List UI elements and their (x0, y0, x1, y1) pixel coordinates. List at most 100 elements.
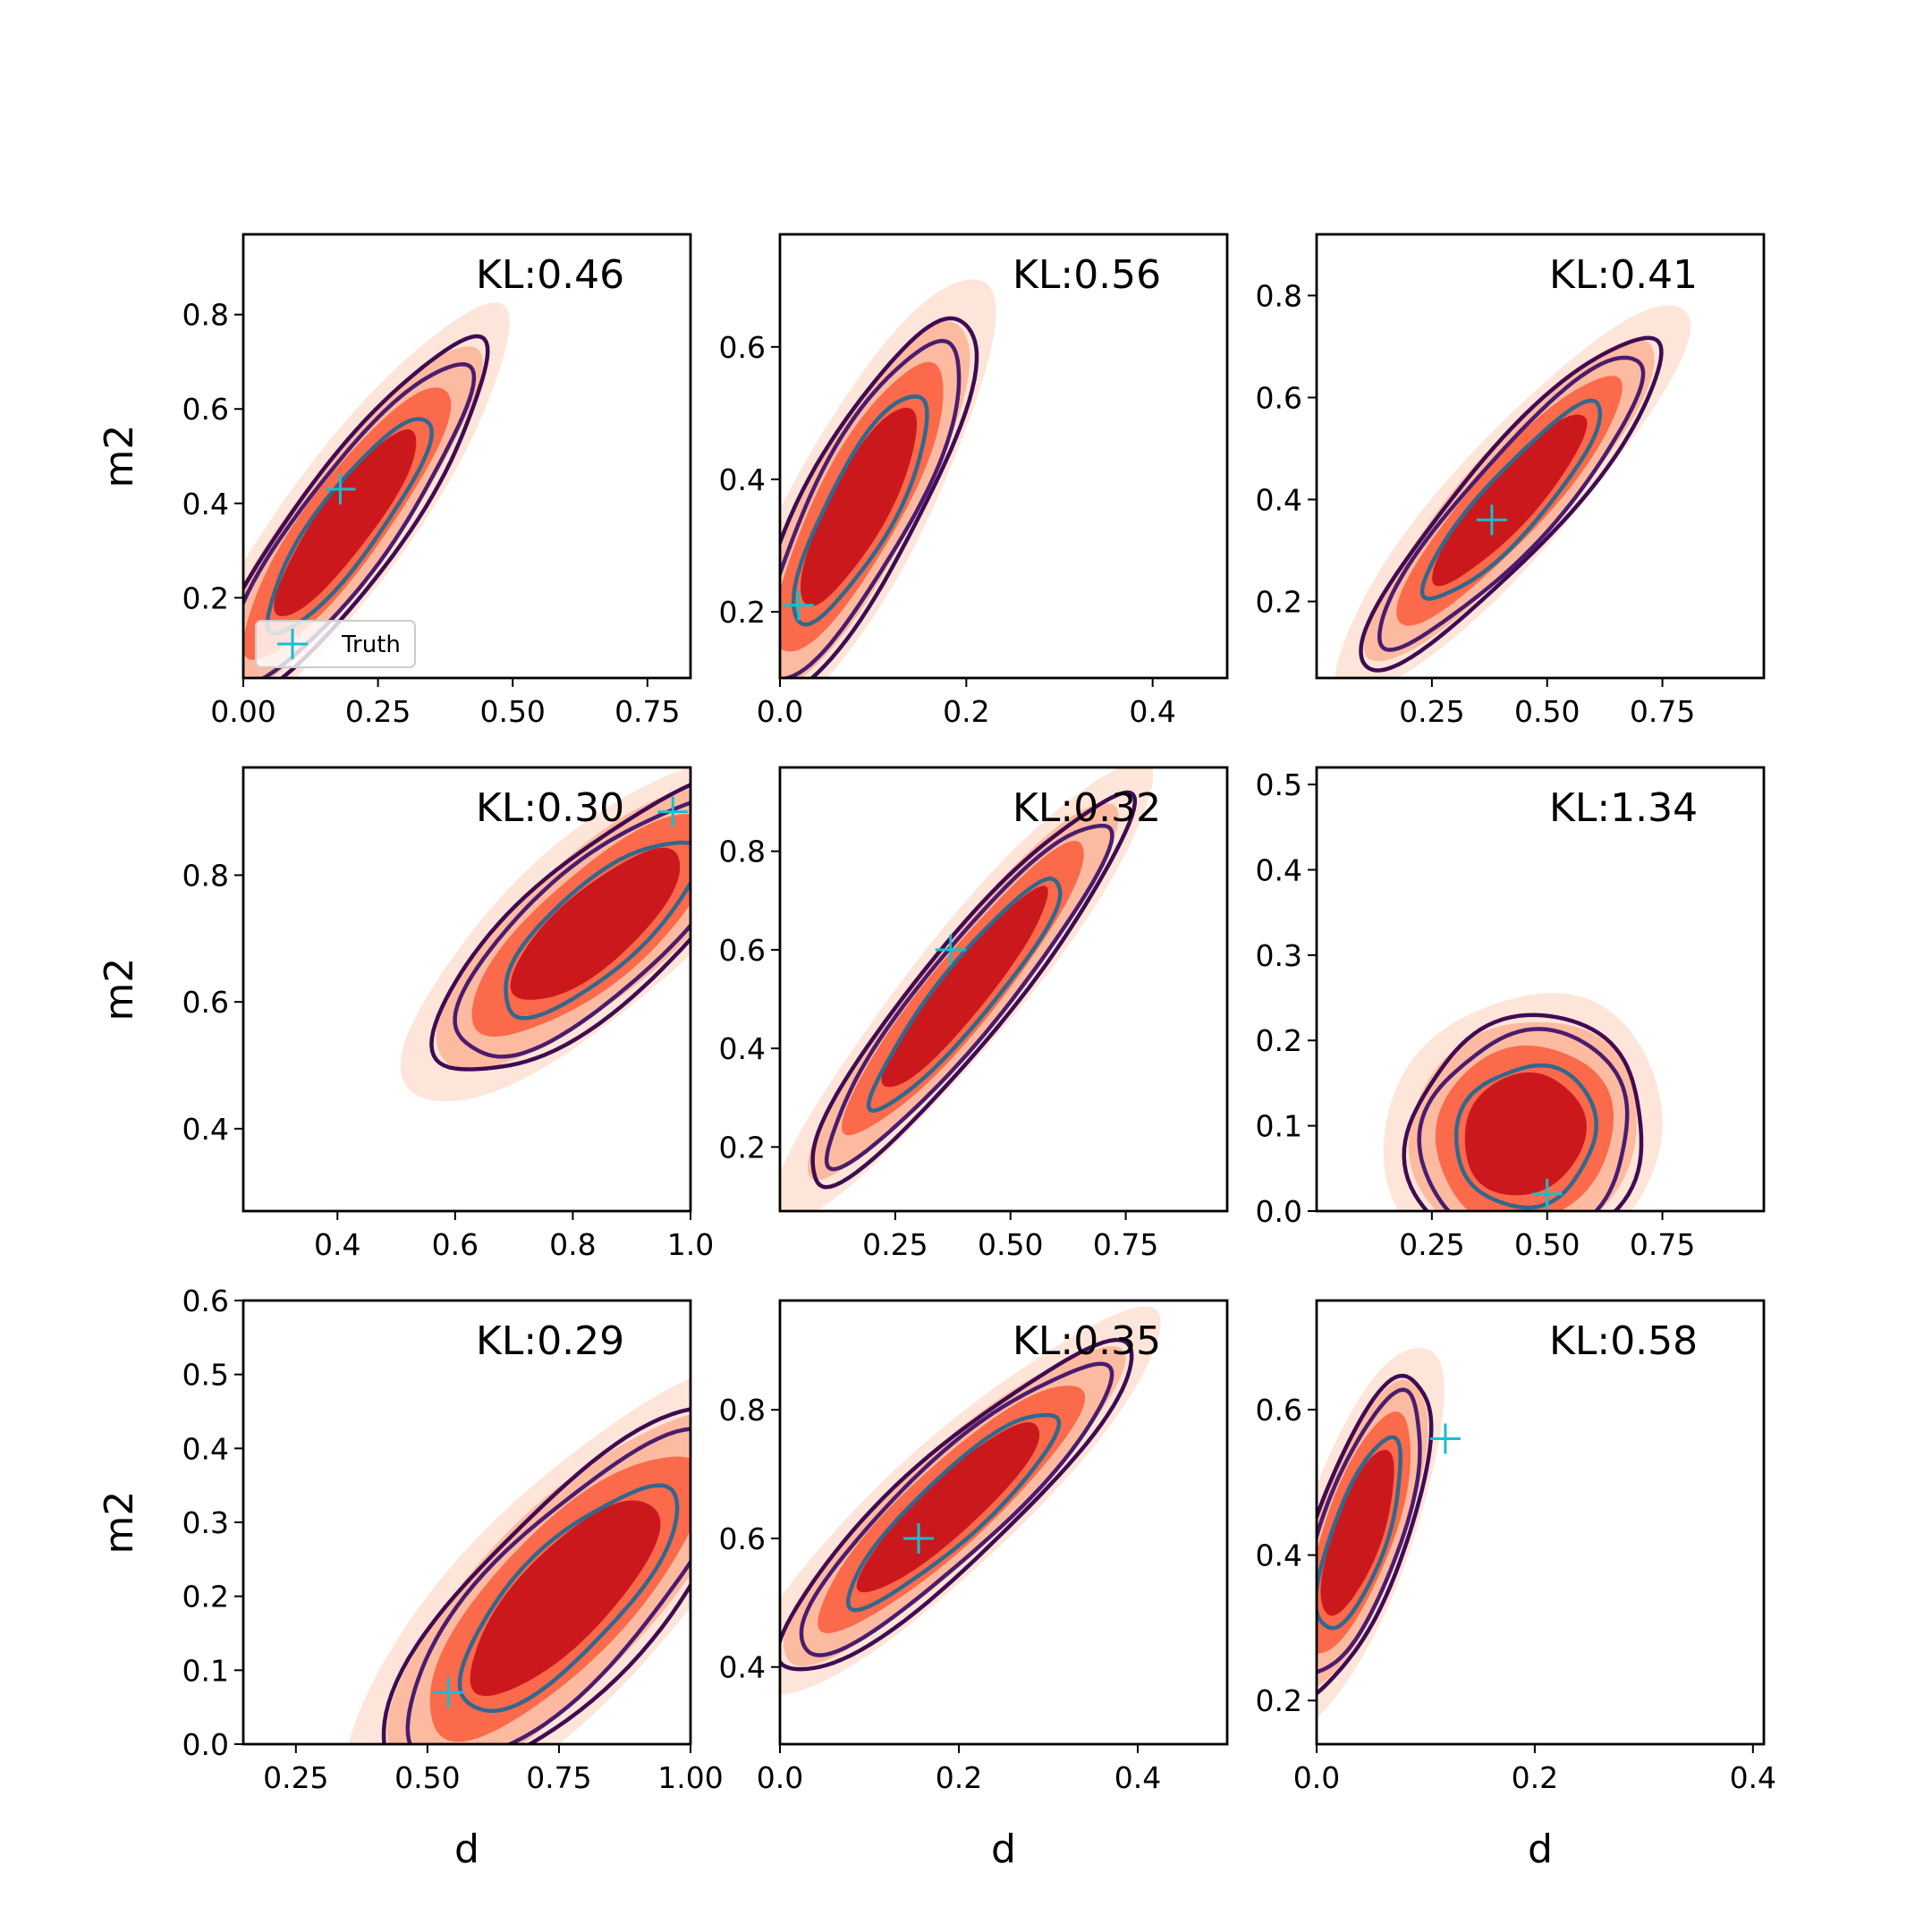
truth-marker (783, 589, 814, 621)
x-tick-label: 0.50 (1514, 694, 1580, 729)
y-tick-label: 0.4 (1256, 482, 1302, 517)
y-tick-label: 0.5 (1256, 767, 1302, 802)
contour-line-1 (1402, 1013, 1644, 1211)
y-tick-label: 0.6 (1256, 1393, 1302, 1428)
contour-line-1 (429, 782, 691, 1072)
x-tick-label: 0.75 (614, 694, 680, 729)
y-tick-label: 0.0 (1256, 1194, 1302, 1229)
x-tick-label: 0.25 (1399, 694, 1464, 729)
contour-line-3 (845, 1412, 1062, 1613)
x-tick-label: 0.00 (210, 694, 275, 729)
contour-line-2 (243, 362, 477, 678)
contour-line-1 (810, 790, 1138, 1190)
x-tick-label: 0.50 (1514, 1227, 1580, 1262)
axes-frame (778, 233, 1229, 680)
plot-area (243, 302, 510, 678)
contour-line-3 (265, 417, 434, 636)
contour-line-2 (1377, 355, 1646, 652)
plot-area (780, 767, 1154, 1211)
axes-frame (1315, 766, 1766, 1213)
kl-label: KL:0.56 (1013, 252, 1161, 298)
y-tick-label: 0.6 (182, 1284, 229, 1318)
legend-box (255, 620, 416, 668)
x-tick-label: 0.4 (314, 1227, 360, 1262)
y-tick-label: 0.2 (182, 1580, 229, 1614)
density-fill-level-4 (856, 1422, 1040, 1593)
plot-area (780, 1306, 1161, 1696)
density-fill-level-4 (510, 847, 681, 1000)
y-tick-label: 0.4 (719, 462, 766, 497)
y-tick-label: 0.6 (182, 985, 229, 1020)
x-tick-label: 0.25 (862, 1227, 928, 1262)
x-tick-label: 0.0 (1293, 1760, 1340, 1795)
y-tick-label: 0.4 (1256, 1538, 1302, 1573)
plot-area (1335, 305, 1691, 678)
x-tick-label: 0.8 (549, 1227, 596, 1262)
axes-frame (1315, 1299, 1766, 1746)
kl-label: KL:0.41 (1549, 252, 1698, 298)
panel-2: 0.0 0.2 0.4 0.2 0.4 0.6 KL:0.56 (719, 233, 1229, 729)
y-tick-label: 0.4 (182, 1431, 229, 1466)
x-tick-label: 1.00 (657, 1760, 723, 1795)
legend-label: Truth (341, 631, 401, 658)
y-tick-label: 0.8 (719, 1393, 766, 1428)
y-tick-label: 0.4 (719, 1031, 766, 1066)
x-tick-label: 0.50 (978, 1227, 1043, 1262)
contour-line-3 (791, 394, 929, 627)
y-axis-label: m2 (97, 1491, 142, 1555)
y-tick-label: 0.2 (1256, 1683, 1302, 1718)
x-tick-label: 0.0 (757, 1760, 803, 1795)
contour-line-2 (799, 1361, 1114, 1657)
density-fill-level-4 (881, 886, 1048, 1088)
plot-area (400, 767, 691, 1102)
truth-marker (1476, 504, 1507, 536)
x-tick-label: 0.2 (1512, 1760, 1558, 1795)
x-tick-label: 1.0 (667, 1227, 714, 1262)
x-tick-label: 0.50 (479, 694, 545, 729)
y-tick-label: 0.8 (1256, 278, 1302, 313)
y-tick-label: 0.6 (719, 933, 766, 968)
axes-frame (778, 1299, 1229, 1746)
contour-line-2 (824, 823, 1114, 1172)
y-tick-label: 0.4 (1256, 852, 1302, 887)
y-tick-label: 0.5 (182, 1358, 229, 1393)
plot-area (780, 279, 996, 678)
contour-line-2 (780, 338, 962, 678)
x-tick-label: 0.6 (432, 1227, 479, 1262)
kl-label: KL:0.32 (1013, 785, 1161, 831)
legend: Truth (255, 620, 416, 668)
x-axis-label: d (991, 1826, 1016, 1872)
y-tick-label: 0.8 (719, 835, 766, 869)
x-axis-label: d (1528, 1826, 1553, 1872)
y-tick-label: 0.1 (182, 1653, 229, 1688)
truth-marker (935, 934, 966, 965)
contour-line-1 (780, 1337, 1134, 1672)
x-tick-label: 0.2 (936, 1760, 982, 1795)
x-tick-label: 0.25 (1399, 1227, 1464, 1262)
contour-line-1 (243, 334, 490, 678)
truth-marker (657, 796, 689, 827)
panel-1: 0.00 0.25 0.50 0.75 0.2 0.4 0.6 0.8 KL:0.46 Truth (182, 233, 692, 729)
contour-line-1 (780, 316, 979, 678)
x-axis-label: d (454, 1826, 479, 1872)
y-tick-label: 0.6 (1256, 380, 1302, 415)
figure-labels: m2 m2 m2 d d d (97, 425, 1553, 1872)
axes-frame (1315, 233, 1766, 680)
legend-marker (277, 629, 308, 659)
plot-area (1317, 1348, 1445, 1718)
panel-7: 0.25 0.50 0.75 1.00 0.0 0.1 0.2 0.3 0.4 0.5 0.6 KL:… (182, 1284, 724, 1795)
axes-frame (778, 766, 1229, 1213)
contour-line-2 (1317, 1387, 1422, 1674)
y-tick-label: 0.1 (1256, 1109, 1302, 1144)
y-tick-label: 0.4 (182, 487, 229, 521)
x-tick-label: 0.4 (1129, 694, 1175, 729)
panel-6: 0.25 0.50 0.75 0.0 0.1 0.2 0.3 0.4 0.5 KL:1.34 (1256, 766, 1766, 1262)
y-tick-label: 0.2 (182, 580, 229, 615)
x-tick-label: 0.0 (757, 694, 803, 729)
y-tick-label: 0.3 (1256, 938, 1302, 973)
contour-line-3 (866, 877, 1063, 1113)
y-tick-label: 0.6 (719, 1521, 766, 1556)
contour-line-1 (381, 1407, 691, 1744)
contour-line-2 (405, 1427, 691, 1744)
x-tick-label: 0.75 (1630, 694, 1695, 729)
